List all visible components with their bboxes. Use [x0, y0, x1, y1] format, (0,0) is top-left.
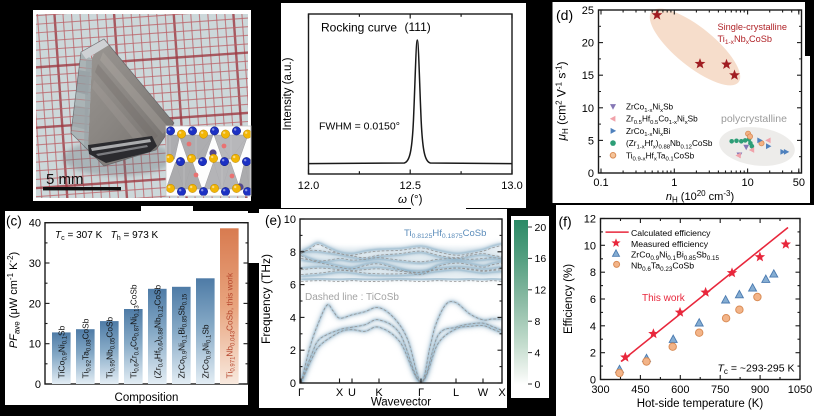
svg-text:L: L — [453, 387, 459, 399]
svg-text:nH (1020 cm-3): nH (1020 cm-3) — [666, 189, 734, 204]
svg-text:(111): (111) — [405, 20, 431, 34]
svg-text:8: 8 — [535, 316, 541, 328]
svg-text:U: U — [348, 387, 356, 399]
svg-text:0.1: 0.1 — [593, 177, 608, 189]
svg-text:12.0: 12.0 — [298, 180, 319, 192]
svg-text:X: X — [498, 387, 506, 399]
svg-text:13.0: 13.0 — [501, 180, 522, 192]
svg-text:ω (°): ω (°) — [398, 194, 423, 206]
svg-text:Ti0.971Nb0.043CoSb, this work: Ti0.971Nb0.043CoSb, this work — [224, 272, 236, 379]
svg-text:16: 16 — [535, 253, 547, 265]
svg-text:Calculated efficiency: Calculated efficiency — [631, 228, 711, 238]
svg-text:(Zr0.4Hf0.6)0.88Nb0.12CoSb: (Zr0.4Hf0.6)0.88Nb0.12CoSb — [152, 285, 164, 379]
svg-text:6: 6 — [590, 294, 596, 306]
svg-text:1050: 1050 — [788, 384, 812, 396]
svg-text:Rocking curve: Rocking curve — [321, 21, 397, 35]
svg-text:1: 1 — [671, 177, 677, 189]
svg-text:Efficiency (%): Efficiency (%) — [563, 264, 575, 334]
svg-text:Frequency (THz): Frequency (THz) — [259, 254, 273, 344]
svg-text:750: 750 — [711, 384, 729, 396]
svg-text:4: 4 — [590, 321, 596, 333]
svg-text:Hot-side temperature (K): Hot-side temperature (K) — [637, 398, 764, 410]
svg-text:PFave (μW cm-1 K-2): PFave (μW cm-1 K-2) — [6, 252, 21, 348]
svg-text:Tc = ~293-295 K: Tc = ~293-295 K — [718, 363, 795, 377]
svg-text:10: 10 — [284, 214, 296, 226]
svg-text:30: 30 — [29, 258, 41, 270]
svg-text:This work: This work — [642, 293, 686, 304]
svg-text:300: 300 — [591, 384, 609, 396]
svg-text:(e): (e) — [265, 213, 282, 228]
svg-text:ZrCo0.9Ni0.1Bi0.85Sb0.15: ZrCo0.9Ni0.1Bi0.85Sb0.15 — [631, 250, 719, 262]
svg-text:FWHM = 0.0150°: FWHM = 0.0150° — [319, 121, 400, 133]
svg-text:Measured efficiency: Measured efficiency — [631, 239, 709, 249]
svg-text:50: 50 — [793, 177, 805, 189]
svg-text:Nb0.6Ta0.23CoSb: Nb0.6Ta0.23CoSb — [631, 260, 694, 272]
svg-text:10: 10 — [741, 177, 753, 189]
svg-text:25: 25 — [582, 5, 594, 17]
svg-text:Ti0.9-xHfxTa0.1CoSb: Ti0.9-xHfxTa0.1CoSb — [626, 151, 695, 162]
svg-text:450: 450 — [631, 384, 649, 396]
svg-text:ZrCo1-xNixSb: ZrCo1-xNixSb — [626, 103, 674, 114]
svg-text:W: W — [478, 387, 489, 399]
svg-text:Dashed line : TiCoSb: Dashed line : TiCoSb — [305, 292, 399, 303]
svg-text:20: 20 — [535, 222, 547, 234]
svg-text:Wavevector: Wavevector — [371, 397, 431, 409]
svg-text:8: 8 — [290, 247, 296, 259]
svg-text:8: 8 — [590, 267, 596, 279]
svg-text:5 mm: 5 mm — [46, 171, 84, 188]
svg-text:0: 0 — [535, 379, 541, 391]
svg-text:ZrCo0.9Ni0.1Sb: ZrCo0.9Ni0.1Sb — [200, 324, 212, 378]
svg-text:TiCo0.9Ni0.1Sb: TiCo0.9Ni0.1Sb — [56, 325, 68, 378]
svg-text:Zr0.5Hf0.5Co1-xNixSb: Zr0.5Hf0.5Co1-xNixSb — [626, 115, 698, 126]
svg-text:Γ: Γ — [298, 387, 304, 399]
svg-text:10: 10 — [582, 103, 594, 115]
svg-text:μH (cm2 V-1 s-1): μH (cm2 V-1 s-1) — [555, 61, 571, 141]
svg-text:6: 6 — [290, 280, 296, 292]
svg-text:12: 12 — [584, 214, 596, 226]
svg-text:900: 900 — [751, 384, 769, 396]
svg-text:polycrystalline: polycrystalline — [721, 113, 787, 125]
svg-text:X: X — [336, 387, 344, 399]
svg-text:Ti0.92Ta0.08CoSb: Ti0.92Ta0.08CoSb — [80, 318, 92, 378]
svg-text:Composition: Composition — [115, 392, 179, 404]
svg-text:40: 40 — [29, 218, 41, 230]
svg-text:0: 0 — [590, 375, 596, 387]
svg-text:0: 0 — [290, 378, 296, 390]
svg-text:ZrCo0.9Ni0.1Bi0.85Sb0.15: ZrCo0.9Ni0.1Bi0.85Sb0.15 — [176, 293, 188, 378]
svg-text:600: 600 — [671, 384, 689, 396]
svg-text:(c): (c) — [6, 214, 22, 229]
svg-text:Intensity (a.u.): Intensity (a.u.) — [282, 57, 294, 130]
svg-text:Ti0.95Nb0.05CoSb: Ti0.95Nb0.05CoSb — [104, 316, 116, 378]
svg-text:ZrCo1-xNixBi: ZrCo1-xNixBi — [626, 127, 671, 138]
svg-text:10: 10 — [584, 240, 596, 252]
svg-text:Γ: Γ — [418, 387, 424, 399]
svg-text:5: 5 — [588, 135, 594, 147]
svg-text:0: 0 — [588, 168, 594, 180]
svg-text:20: 20 — [29, 298, 41, 310]
svg-text:2: 2 — [590, 348, 596, 360]
svg-text:12: 12 — [535, 285, 547, 297]
svg-text:20: 20 — [582, 38, 594, 50]
svg-text:10: 10 — [29, 339, 41, 351]
svg-text:(f): (f) — [559, 214, 572, 230]
svg-text:4: 4 — [535, 347, 541, 359]
svg-text:4: 4 — [290, 312, 296, 324]
svg-text:0: 0 — [35, 379, 41, 391]
svg-text:12.5: 12.5 — [400, 180, 421, 192]
svg-text:2: 2 — [290, 345, 296, 357]
svg-text:(d): (d) — [556, 7, 573, 23]
svg-text:Ti0.6Zr0.4Co0.87Ni0.13CoSb: Ti0.6Zr0.4Co0.87Ni0.13CoSb — [128, 284, 140, 378]
svg-text:(Zr1-xHfx)0.88Nb0.12CoSb: (Zr1-xHfx)0.88Nb0.12CoSb — [626, 139, 713, 150]
svg-text:15: 15 — [582, 70, 594, 82]
svg-text:Tc = 307 K Th = 973 K: Tc = 307 K Th = 973 K — [55, 230, 159, 242]
svg-text:K: K — [375, 387, 383, 399]
svg-text:Single-crystalline: Single-crystalline — [718, 22, 787, 32]
